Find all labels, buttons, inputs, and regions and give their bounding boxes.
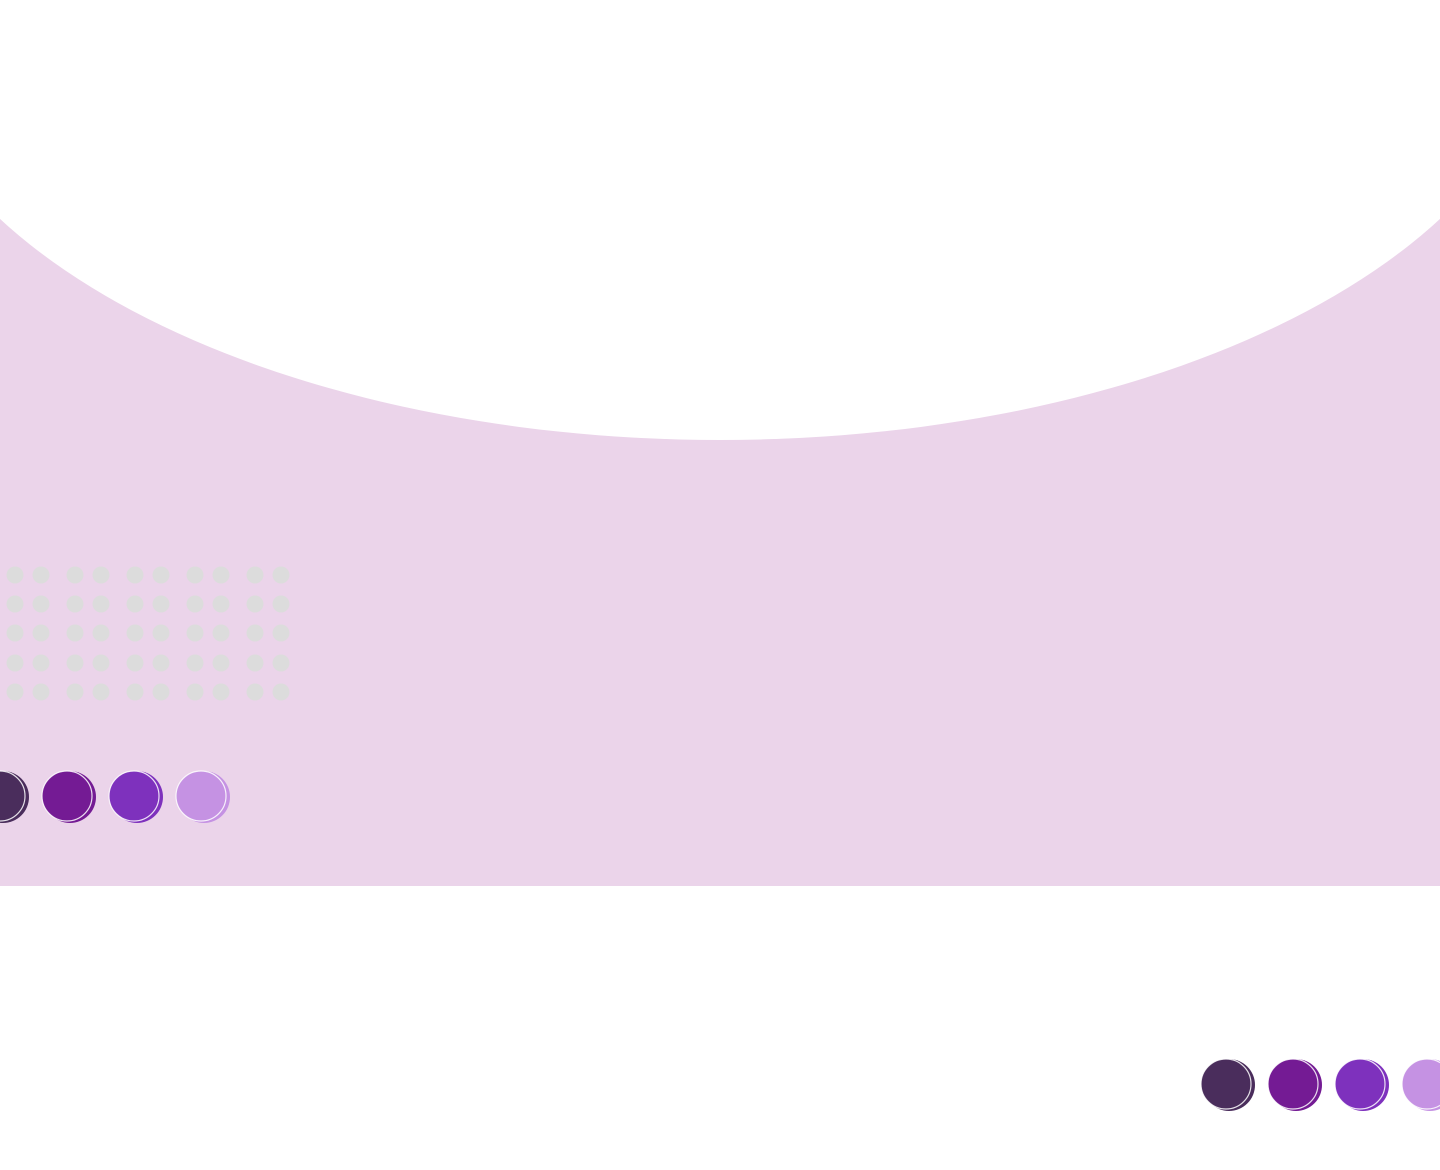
grid-dot <box>246 624 264 642</box>
grid-dot <box>246 566 264 584</box>
grid-dot <box>186 566 204 584</box>
lavender-band <box>0 0 1440 886</box>
grid-dot <box>212 566 230 584</box>
grid-dot <box>6 595 24 613</box>
palette-swatch-graphic-right <box>1200 1058 1440 1111</box>
palette-circle <box>1334 1058 1389 1111</box>
white-arc-shape <box>0 0 1440 440</box>
grid-dot <box>186 624 204 642</box>
grid-dot <box>212 654 230 672</box>
grid-dot <box>212 624 230 642</box>
palette-circle-face <box>0 770 26 822</box>
grid-dot <box>92 654 110 672</box>
grid-dot <box>32 595 50 613</box>
grid-dot <box>92 595 110 613</box>
grid-dot <box>32 624 50 642</box>
palette-circle-face <box>1334 1058 1386 1110</box>
palette-circle <box>1401 1058 1440 1111</box>
grid-dot <box>126 566 144 584</box>
grid-dot <box>152 595 170 613</box>
grid-dot <box>6 566 24 584</box>
grid-dot <box>212 683 230 701</box>
grid-dot <box>66 595 84 613</box>
grid-dot <box>272 654 290 672</box>
grid-dot <box>126 654 144 672</box>
palette-circle-face <box>108 770 160 822</box>
grid-dot <box>152 624 170 642</box>
grid-dot <box>66 566 84 584</box>
grid-dot <box>32 654 50 672</box>
grid-dot <box>152 683 170 701</box>
palette-swatch-graphic-left <box>0 770 230 823</box>
dot-grid-graphic <box>6 566 290 701</box>
grid-dot <box>186 654 204 672</box>
grid-dot <box>126 624 144 642</box>
grid-dot <box>186 683 204 701</box>
palette-circle-face <box>1401 1058 1440 1110</box>
palette-circle <box>0 770 29 823</box>
grid-dot <box>6 624 24 642</box>
palette-circle <box>1200 1058 1255 1111</box>
grid-dot <box>126 683 144 701</box>
grid-dot <box>66 624 84 642</box>
palette-circle <box>108 770 163 823</box>
grid-dot <box>32 683 50 701</box>
grid-dot <box>272 683 290 701</box>
palette-swatch-row-left <box>0 767 250 827</box>
grid-dot <box>246 654 264 672</box>
grid-dot <box>272 595 290 613</box>
palette-circle <box>41 770 96 823</box>
palette-circle-face <box>1267 1058 1319 1110</box>
grid-dot <box>152 566 170 584</box>
grid-dot <box>126 595 144 613</box>
grid-dot <box>246 595 264 613</box>
grid-dot <box>272 624 290 642</box>
grid-dot <box>92 566 110 584</box>
grid-dot <box>92 624 110 642</box>
grid-dot <box>6 683 24 701</box>
palette-swatch-row-right <box>1196 1055 1440 1115</box>
grid-dot <box>32 566 50 584</box>
palette-circle <box>1267 1058 1322 1111</box>
grid-dot <box>152 654 170 672</box>
grid-dot <box>186 595 204 613</box>
grid-dot <box>272 566 290 584</box>
palette-circle <box>175 770 230 823</box>
palette-circle-face <box>1200 1058 1252 1110</box>
grid-dot <box>92 683 110 701</box>
grid-dot <box>66 654 84 672</box>
palette-circle-face <box>41 770 93 822</box>
grid-dot <box>6 654 24 672</box>
grid-dot <box>212 595 230 613</box>
dot-grid <box>0 560 300 710</box>
band-graphic <box>0 0 1440 886</box>
grid-dot <box>66 683 84 701</box>
grid-dot <box>246 683 264 701</box>
palette-circle-face <box>175 770 227 822</box>
